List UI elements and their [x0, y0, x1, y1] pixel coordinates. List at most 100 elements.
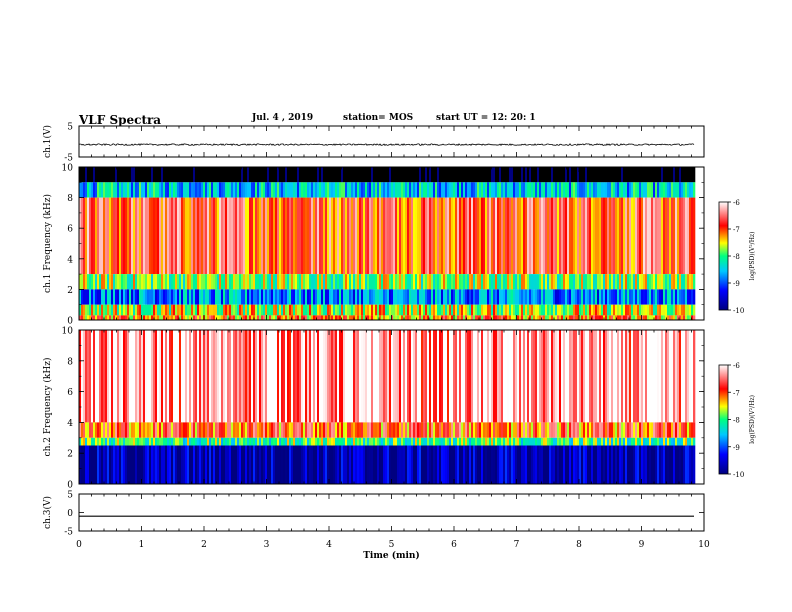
spectrogram-cell — [95, 330, 98, 423]
spectrogram-cell — [529, 445, 532, 484]
spectrogram-cell — [171, 274, 174, 290]
spectrogram-cell — [345, 330, 348, 423]
spectrogram-cell — [633, 182, 636, 198]
spectrogram-cell — [627, 274, 630, 290]
spectrogram-cell — [281, 330, 284, 423]
spectrogram-cell — [691, 182, 694, 198]
spectrogram-cell — [401, 304, 404, 316]
spectrogram-cell — [677, 445, 680, 484]
spectrogram-cell — [311, 167, 314, 183]
spectrogram-cell — [637, 330, 640, 423]
spectrogram-cell — [153, 445, 156, 484]
spectrogram-cell — [299, 304, 302, 316]
spectrogram-cell — [121, 445, 124, 484]
spectrogram-cell — [507, 274, 510, 290]
x-tick-label: 0 — [76, 540, 82, 550]
spectrogram-cell — [233, 422, 236, 438]
spectrogram-cell — [93, 167, 96, 183]
spectrogram-cell — [569, 289, 572, 305]
spectrogram-cell — [489, 437, 492, 446]
spectrogram-cell — [199, 304, 202, 316]
spectrogram-cell — [635, 197, 638, 275]
spectrogram-cell — [239, 274, 242, 290]
spectrogram-cell — [231, 167, 234, 183]
spectrogram-cell — [107, 167, 110, 183]
spectrogram-cell — [509, 289, 512, 305]
spectrogram-cell — [171, 197, 174, 275]
spectrogram-cell — [425, 304, 428, 316]
spectrogram-cell — [359, 289, 362, 305]
spectrogram-cell — [307, 289, 310, 305]
spectrogram-cell — [83, 304, 86, 316]
spectrogram-cell — [591, 167, 594, 183]
spectrogram-cell — [307, 422, 310, 438]
spectrogram-cell — [261, 289, 264, 305]
spectrogram-cell — [337, 274, 340, 290]
spectrogram-cell — [429, 330, 432, 423]
spectrogram-cell — [375, 315, 378, 320]
spectrogram-cell — [403, 304, 406, 316]
spectrogram-cell — [523, 422, 526, 438]
spectrogram-cell — [247, 437, 250, 446]
spectrogram-cell — [165, 445, 168, 484]
spectrogram-cell — [331, 422, 334, 438]
spectrogram-cell — [211, 445, 214, 484]
spectrogram-cell — [513, 197, 516, 275]
spectrogram-cell — [433, 167, 436, 183]
spectrogram-cell — [683, 437, 686, 446]
spectrogram-cell — [353, 330, 356, 423]
spectrogram-cell — [263, 330, 266, 423]
spectrogram-cell — [413, 274, 416, 290]
spectrogram-cell — [313, 445, 316, 484]
spectrogram-cell — [399, 304, 402, 316]
spectrogram-cell — [523, 167, 526, 183]
spectrogram-cell — [299, 182, 302, 198]
spectrogram-cell — [433, 182, 436, 198]
spectrogram-cell — [287, 197, 290, 275]
spectrogram-cell — [327, 315, 330, 320]
spectrogram-cell — [569, 167, 572, 183]
spectrogram-cell — [577, 437, 580, 446]
spectrogram-cell — [603, 167, 606, 183]
spectrogram-cell — [611, 182, 614, 198]
spectrogram-cell — [669, 304, 672, 316]
spectrogram-cell — [81, 445, 84, 484]
spectrogram-cell — [445, 167, 448, 183]
spectrogram-cell — [105, 197, 108, 275]
spectrogram-cell — [343, 422, 346, 438]
spectrogram-cell — [561, 197, 564, 275]
spectrogram-cell — [95, 445, 98, 484]
spectrogram-cell — [435, 437, 438, 446]
spectrogram-cell — [619, 330, 622, 423]
spectrogram-cell — [195, 445, 198, 484]
spectrogram-cell — [629, 445, 632, 484]
colorbar-tick-label: -8 — [733, 253, 740, 261]
spectrogram-cell — [317, 197, 320, 275]
spectrogram-cell — [397, 197, 400, 275]
spectrogram-cell — [583, 422, 586, 438]
spectrogram-cell — [323, 197, 326, 275]
spectrogram-cell — [465, 445, 468, 484]
spectrogram-cell — [663, 445, 666, 484]
spectrogram-cell — [251, 289, 254, 305]
spectrogram-cell — [593, 197, 596, 275]
spectrogram-cell — [425, 330, 428, 423]
spectrogram-cell — [383, 289, 386, 305]
spectrogram-cell — [167, 437, 170, 446]
spectrogram-cell — [267, 445, 270, 484]
spectrogram-cell — [391, 304, 394, 316]
spectrogram-cell — [565, 445, 568, 484]
spectrogram-cell — [193, 422, 196, 438]
spectrogram-cell — [499, 445, 502, 484]
spectrogram-cell — [389, 437, 392, 446]
spectrogram-cell — [139, 182, 142, 198]
spectrogram-cell — [371, 330, 374, 423]
spectrogram-cell — [499, 289, 502, 305]
spectrogram-cell — [693, 289, 696, 305]
spectrogram-cell — [471, 445, 474, 484]
spectrogram-cell — [87, 197, 90, 275]
spectrogram-cell — [571, 445, 574, 484]
spectrogram-cell — [525, 197, 528, 275]
spectrogram-cell — [649, 304, 652, 316]
spectrogram-cell — [115, 330, 118, 423]
